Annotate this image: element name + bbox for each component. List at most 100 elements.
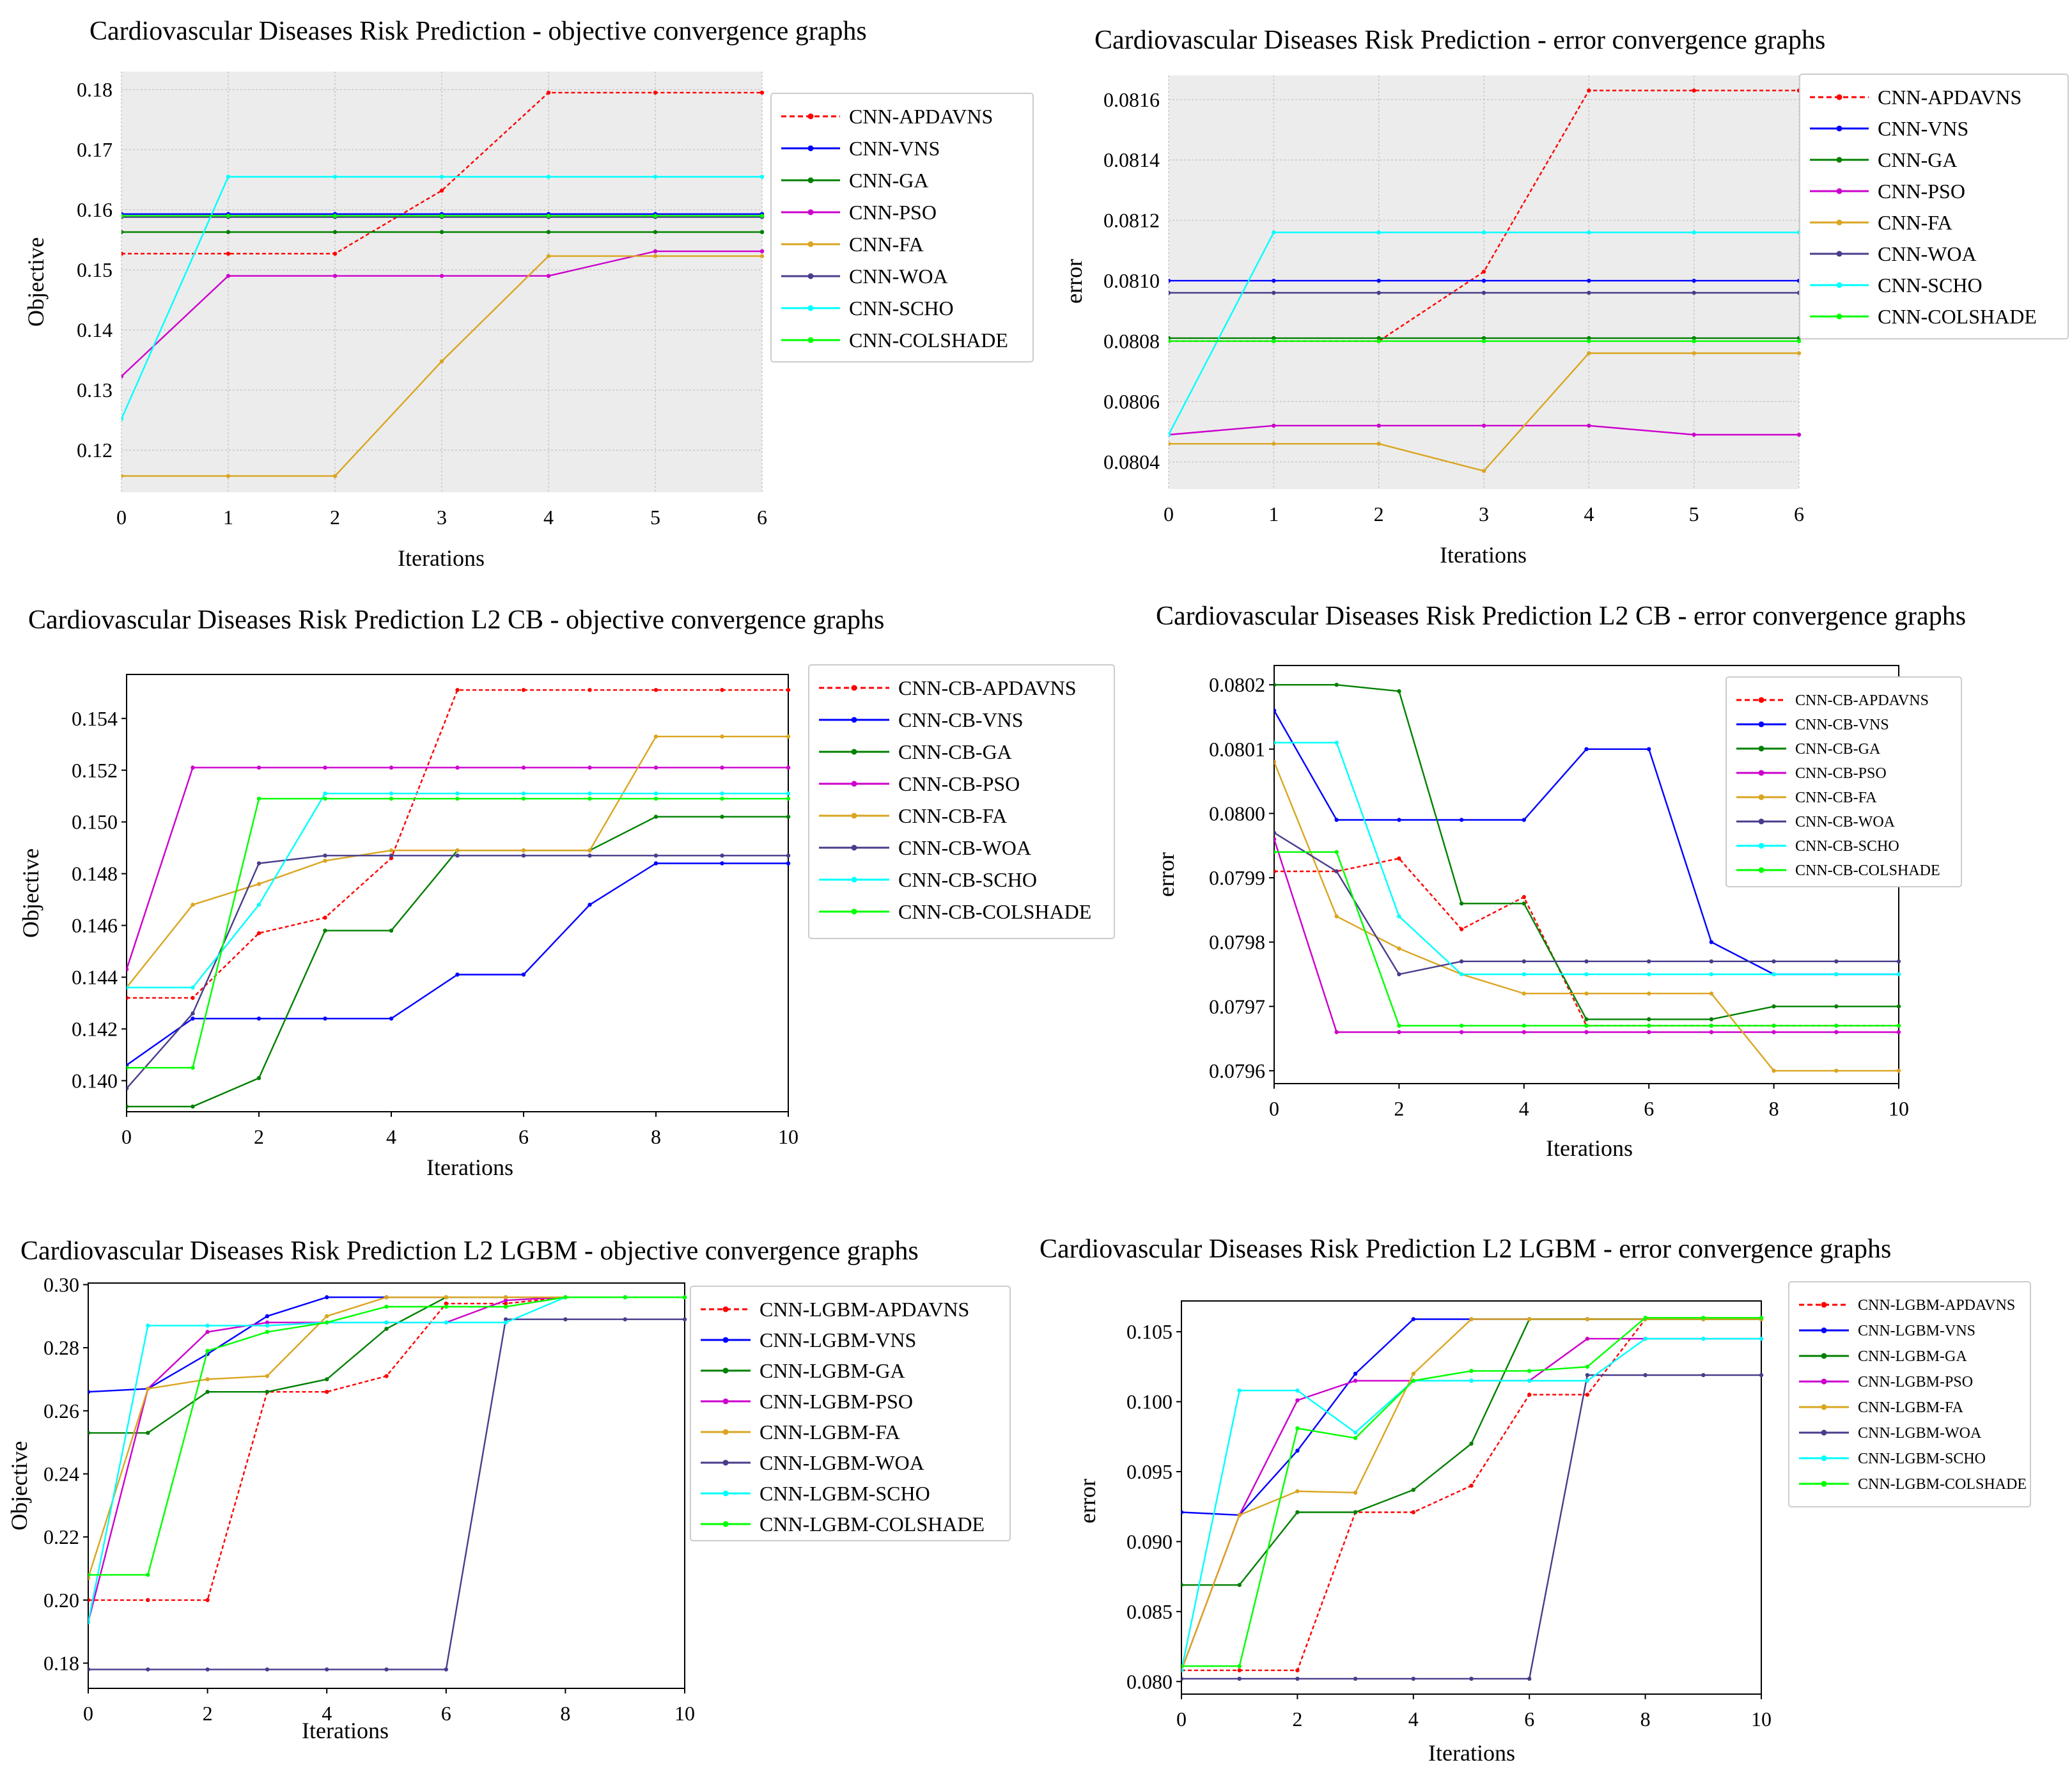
y-tick-label: 0.144 — [72, 966, 118, 989]
data-point — [1272, 441, 1276, 446]
data-point — [1459, 959, 1464, 964]
series — [88, 1295, 687, 1577]
legend-marker — [1758, 770, 1764, 776]
series — [1274, 837, 1901, 1034]
y-tick-label: 0.30 — [43, 1273, 79, 1296]
x-axis-label: Iterations — [1546, 1135, 1633, 1161]
data-point — [1585, 1392, 1590, 1397]
data-point — [146, 1667, 150, 1672]
data-point — [1759, 1373, 1764, 1378]
data-point — [127, 985, 129, 990]
data-point — [88, 1390, 91, 1394]
legend-entry-label: CNN-CB-VNS — [898, 708, 1024, 731]
data-point — [323, 928, 327, 933]
data-point — [226, 474, 231, 478]
legend-entry-label: CNN-PSO — [1878, 180, 1965, 203]
data-point — [121, 214, 124, 218]
data-point — [439, 359, 444, 364]
data-point — [384, 1304, 389, 1309]
legend-entry-label: CNN-CB-WOA — [898, 836, 1031, 859]
data-point — [191, 1011, 195, 1016]
y-tick-label: 0.085 — [1126, 1600, 1172, 1623]
data-point — [256, 903, 261, 907]
data-point — [1169, 432, 1171, 437]
data-point — [389, 797, 394, 801]
data-point — [205, 1377, 210, 1382]
series — [121, 230, 765, 235]
data-point — [384, 1374, 389, 1378]
data-point — [1274, 869, 1277, 874]
data-point — [653, 861, 658, 866]
data-point — [1181, 1676, 1184, 1681]
legend-marker — [722, 1429, 729, 1435]
data-point — [1584, 1030, 1589, 1034]
data-point — [205, 1667, 210, 1672]
data-point — [759, 175, 765, 179]
series — [127, 797, 791, 1070]
legend-box — [1788, 1281, 2031, 1507]
data-point — [1237, 1676, 1242, 1681]
data-point — [256, 882, 261, 887]
data-point — [1522, 991, 1526, 996]
data-point — [1584, 747, 1589, 752]
legend-entry-label: CNN-LGBM-SCHO — [759, 1482, 930, 1505]
legend-marker — [851, 685, 857, 691]
data-point — [1181, 1510, 1184, 1514]
data-point — [332, 251, 338, 256]
legend-entry-label: CNN-GA — [849, 169, 928, 192]
data-point — [127, 967, 129, 972]
y-axis-label: Objective — [6, 1441, 32, 1530]
legend: CNN-LGBM-APDAVNS CNN-LGBM-VNS CNN-LGBM-GA C… — [690, 1286, 1011, 1541]
data-point — [1587, 88, 1591, 93]
y-tick-label: 0.17 — [77, 138, 113, 161]
legend-entry-label: CNN-LGBM-VNS — [759, 1328, 916, 1351]
legend-entry-label: CNN-LGBM-APDAVNS — [759, 1298, 969, 1321]
data-point — [1522, 895, 1526, 899]
data-point — [146, 1598, 150, 1603]
legend-entry-label: CNN-LGBM-SCHO — [1858, 1451, 1986, 1467]
data-point — [1481, 423, 1486, 428]
legend-marker — [1836, 125, 1842, 132]
legend-marker — [807, 113, 814, 120]
data-point — [759, 230, 765, 235]
data-point — [1397, 1030, 1401, 1034]
data-point — [1709, 940, 1714, 944]
legend-marker — [1836, 188, 1842, 194]
data-point — [1692, 339, 1696, 343]
data-point — [1772, 1004, 1776, 1009]
data-point — [226, 274, 231, 278]
data-point — [325, 1295, 329, 1300]
legend-entry-label: CNN-LGBM-FA — [759, 1421, 900, 1444]
y-tick-label: 0.0798 — [1209, 931, 1265, 954]
data-point — [389, 928, 394, 933]
legend-marker — [1836, 94, 1842, 100]
chart-panel: Cardiovascular Diseases Risk Prediction … — [23, 17, 1034, 571]
data-point — [1376, 290, 1381, 295]
data-point — [1834, 1004, 1839, 1009]
legend-marker — [1821, 1481, 1827, 1487]
chart-panel: Cardiovascular Diseases Risk Prediction … — [6, 1236, 1011, 1743]
legend-marker — [722, 1398, 729, 1405]
data-point — [455, 797, 460, 801]
series — [121, 175, 765, 421]
data-point — [191, 985, 195, 990]
legend-marker — [1836, 157, 1842, 163]
data-point — [720, 688, 724, 692]
data-point — [1397, 946, 1401, 951]
data-point — [1772, 1030, 1776, 1034]
data-point — [1469, 1483, 1474, 1488]
data-point — [1896, 1024, 1901, 1028]
x-tick-label: 8 — [560, 1702, 570, 1725]
x-tick-label: 0 — [1176, 1708, 1187, 1731]
data-point — [1295, 1388, 1300, 1393]
data-point — [323, 765, 327, 770]
data-point — [720, 765, 724, 770]
legend-entry-label: CNN-SCHO — [849, 297, 954, 320]
series — [121, 254, 765, 478]
data-point — [759, 90, 765, 95]
data-point — [1459, 1024, 1464, 1028]
data-point — [1237, 1583, 1242, 1587]
y-axis-label: error — [1061, 259, 1087, 304]
data-point — [1411, 1676, 1415, 1681]
x-tick-label: 4 — [1408, 1708, 1419, 1731]
